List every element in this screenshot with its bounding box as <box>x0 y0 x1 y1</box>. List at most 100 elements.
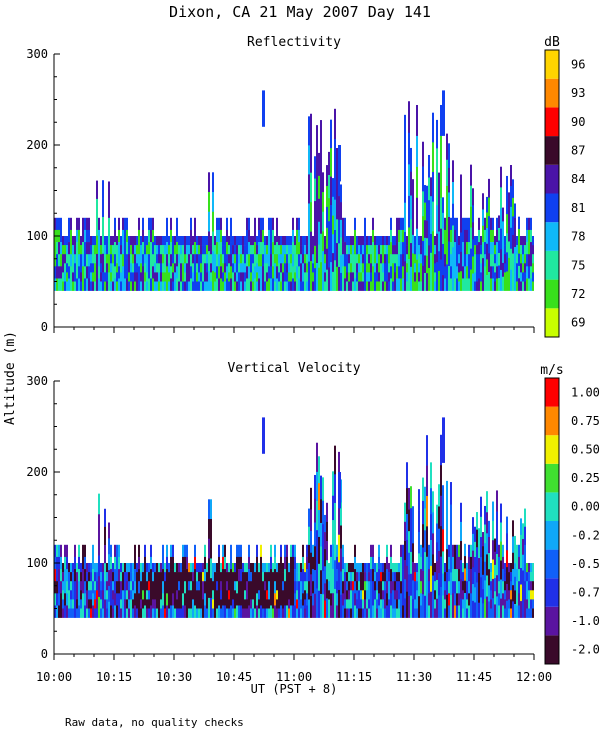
heatmap-cell <box>394 281 396 291</box>
heatmap-cell <box>460 174 462 195</box>
heatmap-cell <box>180 599 182 609</box>
heatmap-cell <box>192 272 194 282</box>
heatmap-cell <box>114 581 116 594</box>
heatmap-cell <box>116 544 118 558</box>
heatmap-cell <box>242 236 244 246</box>
heatmap-cell <box>90 272 92 282</box>
heatmap-cell <box>452 593 454 606</box>
heatmap-cell <box>424 552 426 575</box>
colorbar-swatch <box>545 521 559 550</box>
heatmap-cell <box>130 563 132 573</box>
heatmap-cell <box>448 593 450 606</box>
heatmap-cell <box>208 270 210 291</box>
heatmap-cell <box>148 217 150 231</box>
heatmap-cell <box>262 242 264 255</box>
heatmap-cell <box>470 227 472 249</box>
heatmap-cell <box>114 229 116 243</box>
heatmap-cell <box>174 608 176 618</box>
heatmap-cell <box>246 608 248 618</box>
heatmap-cell <box>276 229 278 243</box>
heatmap-cell <box>214 254 216 264</box>
heatmap-cell <box>238 245 240 255</box>
heatmap-cell <box>420 593 422 606</box>
heatmap-cell <box>478 242 480 255</box>
heatmap-cell <box>304 563 306 573</box>
heatmap-cell <box>466 229 468 243</box>
heatmap-cell <box>184 263 186 273</box>
heatmap-cell <box>472 205 474 223</box>
heatmap-cell <box>202 236 204 246</box>
heatmap-cell <box>340 237 342 256</box>
heatmap-cell <box>94 254 96 264</box>
heatmap-cell <box>252 572 254 582</box>
heatmap-cell <box>122 278 124 291</box>
heatmap-cell <box>530 278 532 291</box>
heatmap-cell <box>456 544 458 558</box>
heatmap-cell <box>88 266 90 279</box>
heatmap-cell <box>224 605 226 618</box>
heatmap-cell <box>248 605 250 618</box>
heatmap-cell <box>78 605 80 618</box>
heatmap-cell <box>208 538 210 559</box>
heatmap-cell <box>118 544 120 558</box>
heatmap-cell <box>528 266 530 279</box>
heatmap-cell <box>282 590 284 600</box>
heatmap-cell <box>250 281 252 291</box>
heatmap-cell <box>212 563 214 573</box>
heatmap-cell <box>464 568 466 582</box>
heatmap-cell <box>450 242 452 255</box>
heatmap-cell <box>104 545 106 564</box>
heatmap-cell <box>94 581 96 591</box>
heatmap-cell <box>288 272 290 282</box>
heatmap-cell <box>244 572 246 582</box>
heatmap-cell <box>200 245 202 255</box>
heatmap-cell <box>380 254 382 264</box>
heatmap-columns <box>54 417 534 618</box>
heatmap-cell <box>66 569 68 582</box>
heatmap-cell <box>222 272 224 282</box>
heatmap-cell <box>468 254 470 267</box>
heatmap-cell <box>244 599 246 609</box>
heatmap-cell <box>190 217 192 231</box>
heatmap-cell <box>342 266 344 279</box>
heatmap-cell <box>454 254 456 267</box>
heatmap-cell <box>282 572 284 582</box>
heatmap-cell <box>244 563 246 573</box>
heatmap-cell <box>180 254 182 264</box>
heatmap-cell <box>396 563 398 573</box>
heatmap-cell <box>468 229 470 243</box>
heatmap-cell <box>282 581 284 591</box>
heatmap-cell <box>152 266 154 279</box>
heatmap-cell <box>100 236 102 246</box>
heatmap-cell <box>144 254 146 264</box>
heatmap-cell <box>452 225 454 248</box>
heatmap-cell <box>352 599 354 609</box>
heatmap-cell <box>370 544 372 558</box>
heatmap-cell <box>240 581 242 594</box>
heatmap-cell <box>318 152 320 177</box>
heatmap-cell <box>200 590 202 600</box>
x-tick-label: 10:45 <box>216 670 252 684</box>
heatmap-cell <box>378 263 380 273</box>
heatmap-cell <box>518 278 520 291</box>
heatmap-cell <box>288 581 290 591</box>
heatmap-cell <box>336 219 338 244</box>
heatmap-cell <box>440 465 442 497</box>
heatmap-cell <box>466 563 468 573</box>
heatmap-cell <box>190 572 192 582</box>
heatmap-cell <box>532 272 534 282</box>
heatmap-cell <box>264 590 266 600</box>
heatmap-cell <box>134 605 136 618</box>
heatmap-cell <box>230 266 232 279</box>
heatmap-cell <box>122 254 124 267</box>
colorbar-swatch <box>545 193 559 223</box>
heatmap-cell <box>212 590 214 600</box>
heatmap-cell <box>320 120 322 149</box>
heatmap-cell <box>310 261 312 291</box>
heatmap-cell <box>360 263 362 273</box>
heatmap-cell <box>292 266 294 279</box>
heatmap-cell <box>178 263 180 273</box>
heatmap-cell <box>94 272 96 282</box>
heatmap-cell <box>332 178 334 198</box>
heatmap-cell <box>214 599 216 609</box>
